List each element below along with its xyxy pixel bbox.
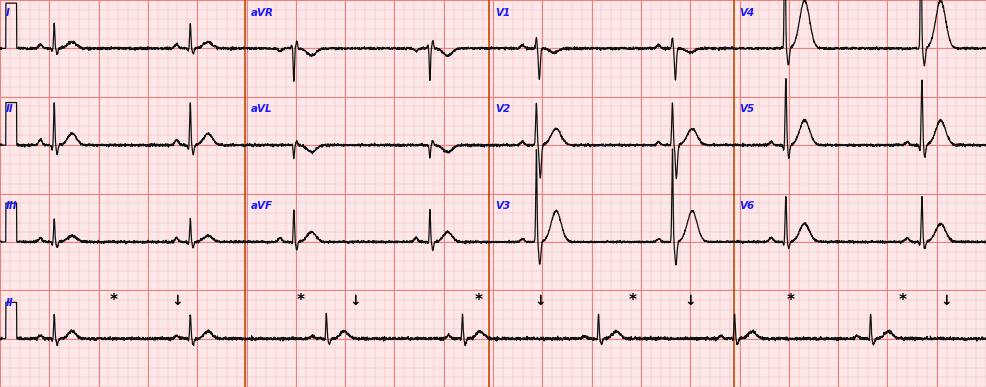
Text: ↓: ↓: [534, 294, 546, 308]
Text: V5: V5: [740, 104, 754, 115]
Text: aVR: aVR: [250, 8, 273, 18]
Text: V3: V3: [495, 201, 510, 211]
Text: *: *: [474, 293, 482, 308]
Text: II: II: [6, 298, 14, 308]
Text: I: I: [6, 8, 10, 18]
Text: *: *: [898, 293, 906, 308]
Text: ↓: ↓: [349, 294, 361, 308]
Text: V2: V2: [495, 104, 510, 115]
Text: aVF: aVF: [250, 201, 272, 211]
Text: V1: V1: [495, 8, 510, 18]
Text: ↓: ↓: [172, 294, 183, 308]
Text: V4: V4: [740, 8, 754, 18]
Text: II: II: [6, 104, 14, 115]
Text: *: *: [297, 293, 305, 308]
Text: III: III: [6, 201, 18, 211]
Text: ↓: ↓: [941, 294, 952, 308]
Text: *: *: [109, 293, 117, 308]
Text: *: *: [787, 293, 795, 308]
Text: aVL: aVL: [250, 104, 272, 115]
Text: *: *: [629, 293, 637, 308]
Text: ↓: ↓: [684, 294, 696, 308]
Text: V6: V6: [740, 201, 754, 211]
